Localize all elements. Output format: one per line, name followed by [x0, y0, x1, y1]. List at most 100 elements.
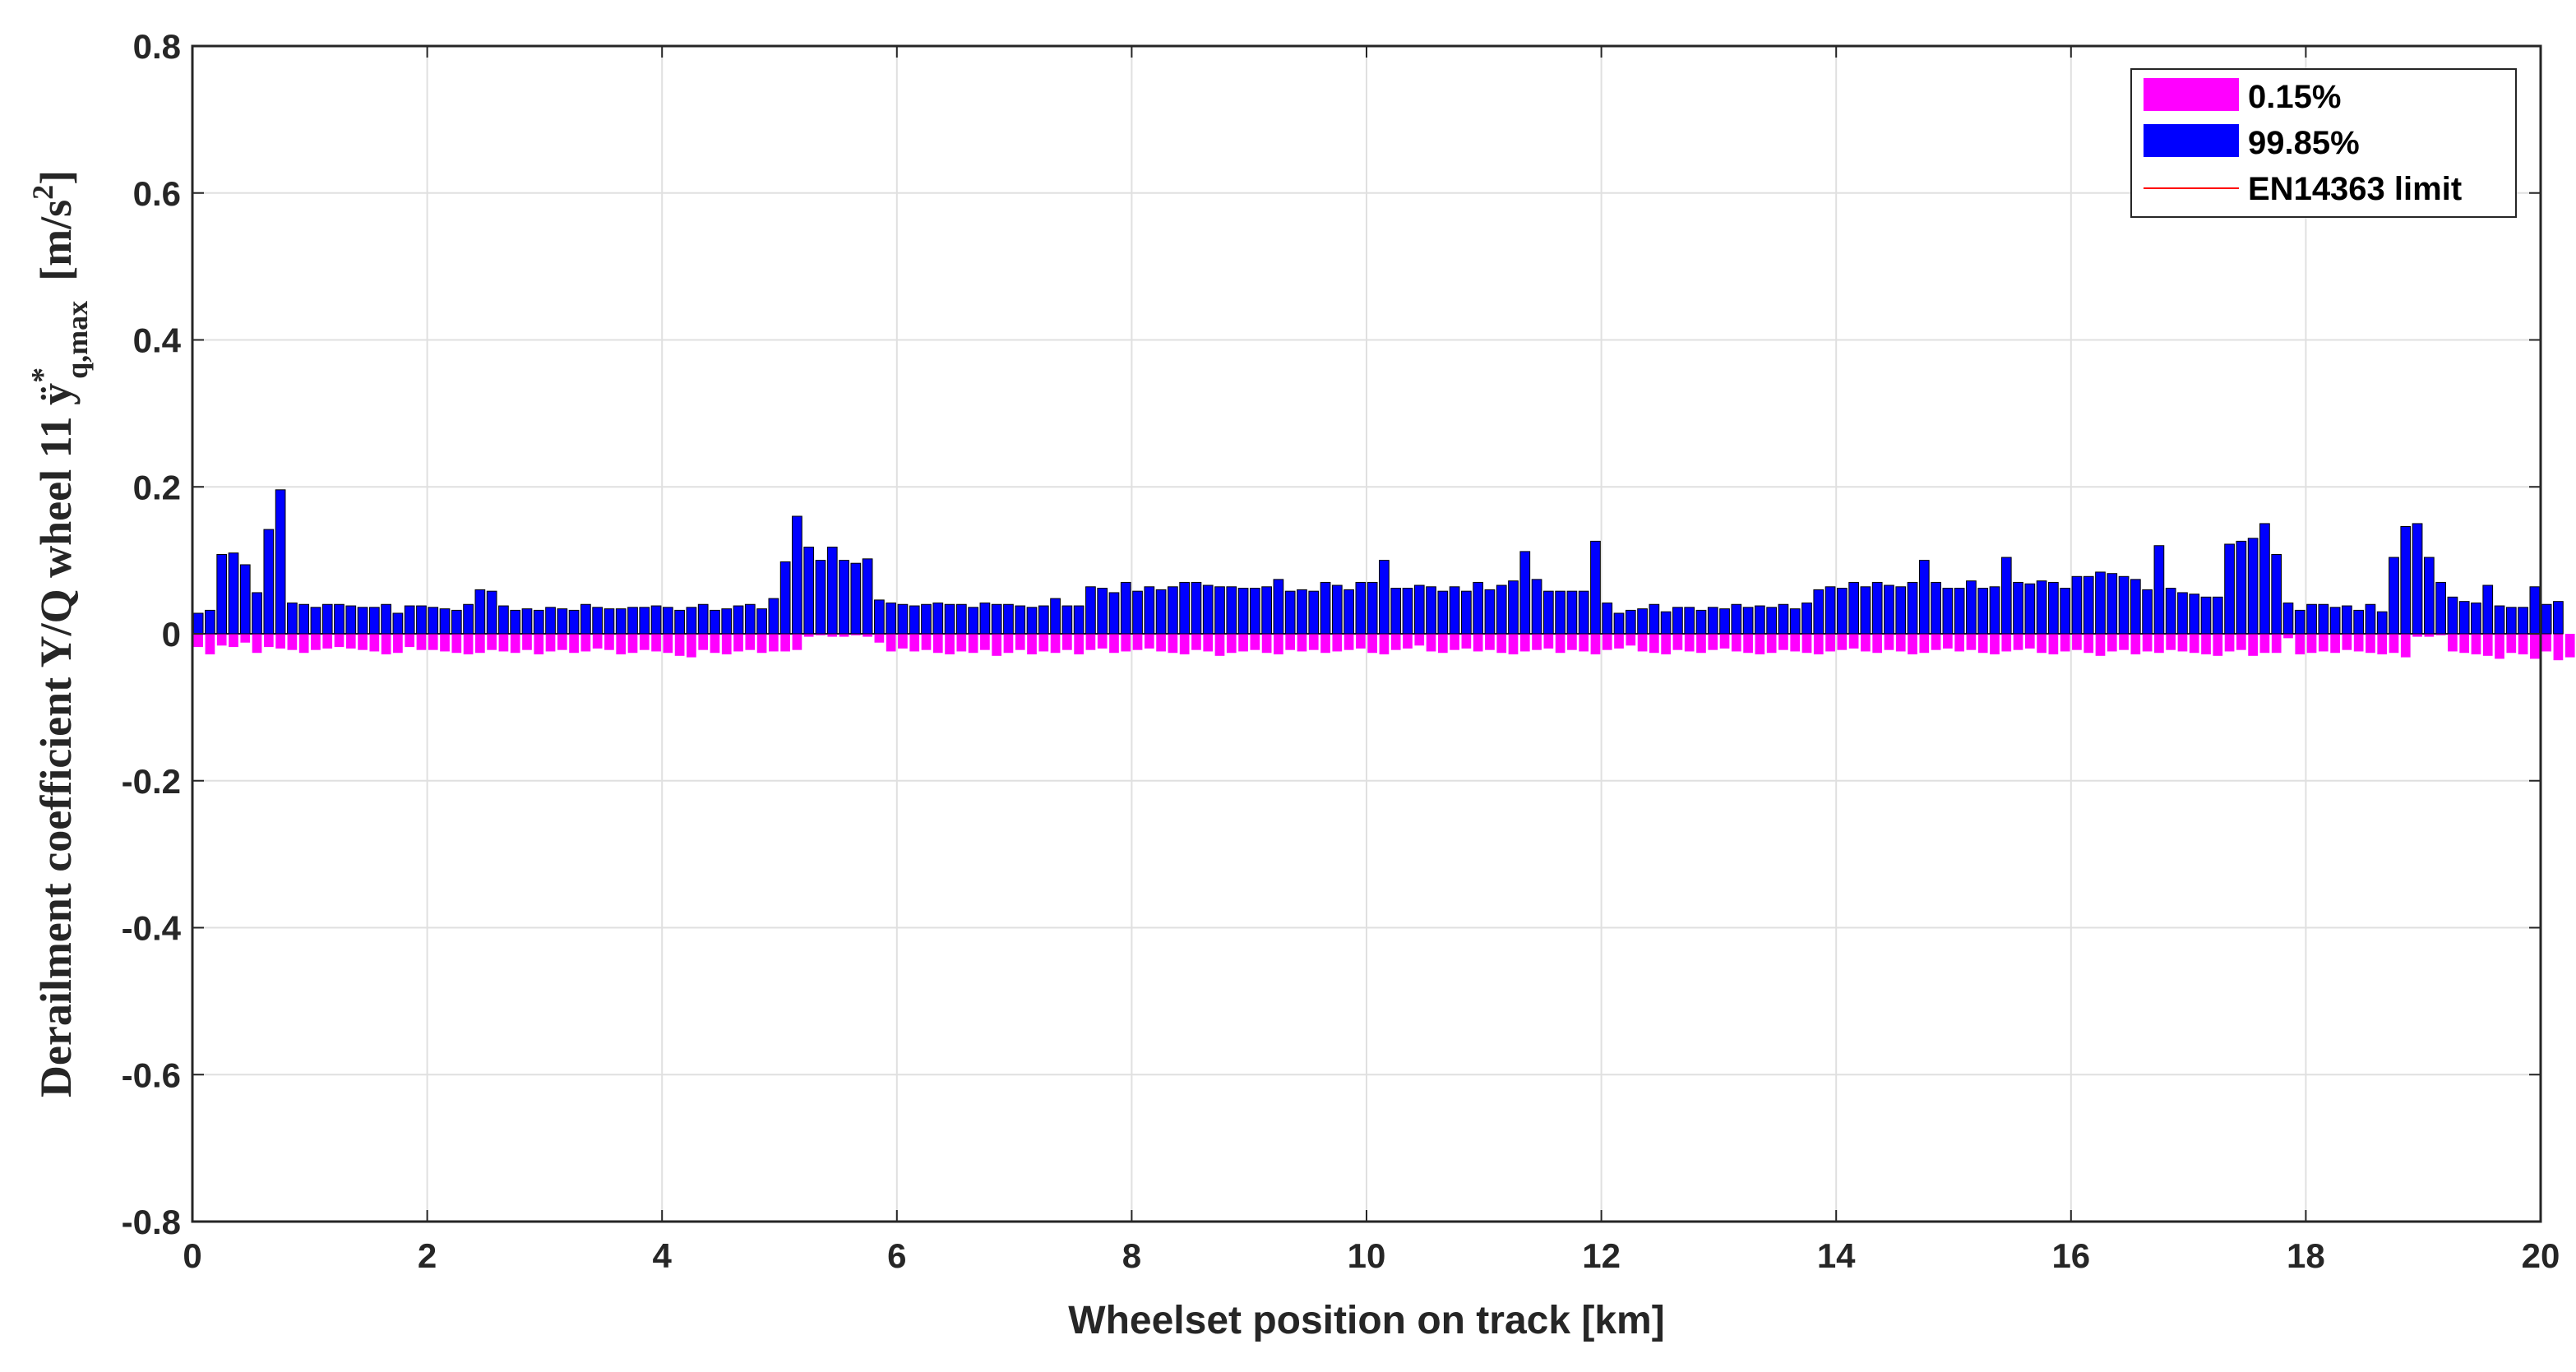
- bar-99-85pct: [1308, 590, 1320, 635]
- bar-99-85pct: [721, 608, 733, 635]
- legend: 0.15% 99.85% EN14363 limit: [2130, 68, 2517, 218]
- bar-99-85pct: [1284, 590, 1296, 635]
- bar-0-15pct: [1872, 634, 1883, 654]
- bar-0-15pct: [2142, 634, 2153, 652]
- bar-0-15pct: [1602, 634, 1612, 650]
- bar-99-85pct: [1813, 589, 1824, 635]
- bar-0-15pct: [898, 634, 908, 649]
- legend-label-en14363-limit: EN14363 limit: [2248, 171, 2462, 207]
- bar-99-85pct: [744, 603, 756, 635]
- series-99-85pct-bars: [192, 489, 2564, 635]
- bar-99-85pct: [2282, 602, 2294, 635]
- bar-99-85pct: [897, 603, 909, 635]
- bar-0-15pct: [1931, 634, 1941, 650]
- bar-0-15pct: [1050, 634, 1061, 654]
- bar-99-85pct: [392, 612, 404, 635]
- bar-0-15pct: [1297, 634, 1307, 652]
- bar-0-15pct: [1226, 634, 1237, 654]
- bar-99-85pct: [2153, 545, 2165, 635]
- bar-0-15pct: [1320, 634, 1330, 654]
- bar-0-15pct: [2060, 634, 2070, 652]
- bar-99-85pct: [2036, 580, 2047, 635]
- bar-0-15pct: [1121, 634, 1131, 652]
- bar-0-15pct: [1708, 634, 1718, 650]
- x-tick-label: 12: [1582, 1236, 1621, 1275]
- bar-0-15pct: [510, 634, 520, 654]
- bar-99-85pct: [1931, 581, 1941, 635]
- bar-99-85pct: [2306, 603, 2317, 635]
- bar-0-15pct: [334, 634, 345, 648]
- bar-99-85pct: [1954, 588, 1965, 635]
- bar-99-85pct: [1015, 605, 1026, 635]
- bar-99-85pct: [779, 561, 791, 635]
- bar-99-85pct: [310, 607, 321, 635]
- bar-0-15pct: [1919, 634, 1930, 654]
- bar-0-15pct: [1085, 634, 1096, 650]
- bar-99-85pct: [1989, 586, 2000, 635]
- bar-99-85pct: [768, 598, 779, 635]
- bar-0-15pct: [1015, 634, 1025, 650]
- bar-0-15pct: [2213, 634, 2223, 656]
- bar-99-85pct: [345, 605, 357, 635]
- bar-99-85pct: [1860, 586, 1871, 635]
- bar-0-15pct: [1062, 634, 1072, 650]
- bar-99-85pct: [2494, 605, 2505, 635]
- bar-99-85pct: [1473, 581, 1484, 635]
- y-axis-label-unit-close: ]: [31, 170, 81, 185]
- bar-0-15pct: [1543, 634, 1554, 649]
- bar-99-85pct: [2412, 523, 2423, 635]
- bar-0-15pct: [1003, 634, 1014, 654]
- bar-0-15pct: [1590, 634, 1601, 655]
- bar-99-85pct: [510, 609, 521, 635]
- bar-0-15pct: [358, 634, 368, 650]
- bar-99-85pct: [568, 609, 580, 635]
- bar-99-85pct: [1120, 581, 1131, 635]
- bar-0-15pct: [405, 634, 415, 648]
- bar-0-15pct: [2435, 634, 2446, 635]
- bar-99-85pct: [1331, 584, 1343, 635]
- bar-0-15pct: [2295, 634, 2305, 655]
- y-tick-label: -0.2: [122, 762, 181, 801]
- bar-99-85pct: [886, 602, 897, 635]
- bar-0-15pct: [921, 634, 932, 650]
- bar-0-15pct: [416, 634, 427, 650]
- bar-0-15pct: [1450, 634, 1459, 650]
- bar-0-15pct: [1661, 634, 1671, 655]
- bar-99-85pct: [1144, 586, 1155, 635]
- bar-99-85pct: [615, 608, 627, 635]
- bar-0-15pct: [1731, 634, 1741, 652]
- bar-99-85pct: [2165, 588, 2176, 635]
- x-tick-label: 8: [1122, 1236, 1141, 1275]
- bar-99-85pct: [2529, 586, 2541, 635]
- bar-99-85pct: [826, 547, 838, 635]
- bar-0-15pct: [463, 634, 474, 655]
- bar-0-15pct: [1379, 634, 1390, 655]
- bar-99-85pct: [1449, 586, 1460, 635]
- bar-99-85pct: [2458, 601, 2470, 635]
- bar-0-15pct: [639, 634, 650, 650]
- bar-0-15pct: [252, 634, 262, 654]
- bar-99-85pct: [1261, 586, 1272, 635]
- bar-99-85pct: [404, 605, 415, 635]
- bar-0-15pct: [2107, 634, 2117, 652]
- bar-0-15pct: [945, 634, 955, 655]
- bar-0-15pct: [1895, 634, 1906, 652]
- bar-99-85pct: [1871, 581, 1883, 635]
- bar-0-15pct: [2518, 634, 2528, 655]
- bar-0-15pct: [1461, 634, 1472, 649]
- bar-0-15pct: [2564, 634, 2575, 658]
- bar-0-15pct: [863, 634, 872, 637]
- bar-0-15pct: [687, 634, 696, 658]
- bar-0-15pct: [1390, 634, 1401, 650]
- bar-99-85pct: [1907, 581, 1918, 635]
- bar-99-85pct: [1226, 586, 1237, 635]
- bar-99-85pct: [2482, 584, 2494, 635]
- bar-99-85pct: [521, 608, 533, 635]
- bar-0-15pct: [2541, 634, 2551, 652]
- x-tick-label: 2: [418, 1236, 437, 1275]
- x-tick-label: 4: [653, 1236, 673, 1275]
- bar-0-15pct: [1848, 634, 1859, 649]
- bar-0-15pct: [1555, 634, 1565, 654]
- bar-0-15pct: [1191, 634, 1201, 650]
- bar-0-15pct: [2119, 634, 2129, 650]
